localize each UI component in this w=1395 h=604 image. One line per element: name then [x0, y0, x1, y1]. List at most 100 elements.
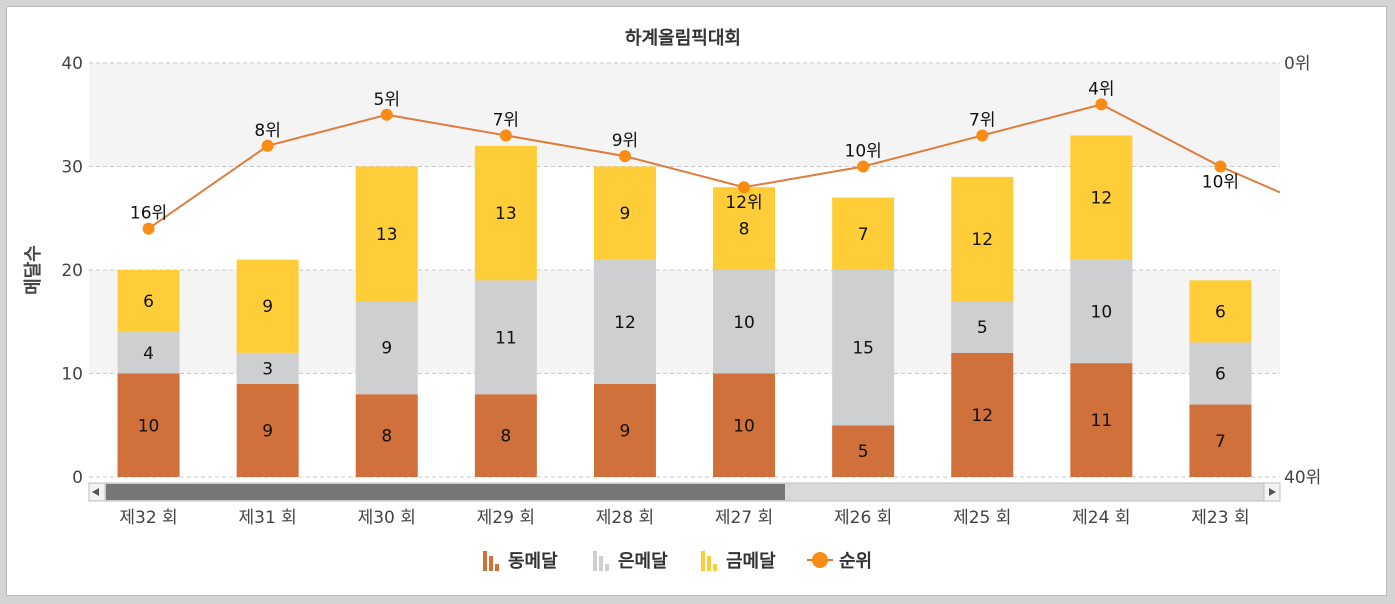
rank-label-5: 12위: [725, 193, 762, 213]
bar-label-1-0: 4: [143, 344, 154, 364]
legend-item-bronze[interactable]: 동메달: [483, 551, 558, 572]
bronze-bar-icon-2: [489, 556, 493, 571]
bar-0-8: [1070, 363, 1133, 477]
bar-label-1-8: 10: [1091, 302, 1113, 322]
bar-label-1-3: 11: [495, 328, 517, 348]
bar-0-4: [593, 383, 656, 477]
y2-tick-1: 40위: [1284, 468, 1321, 488]
legend-item-silver[interactable]: 은메달: [593, 551, 668, 572]
bar-label-1-2: 9: [381, 339, 392, 359]
bar-label-2-5: 8: [739, 220, 750, 240]
x-tick-8: 제24 회: [1072, 508, 1130, 528]
gold-bar-icon-3: [713, 564, 717, 571]
x-tick-2: 제30 회: [358, 508, 416, 528]
rank-marker-4: [618, 150, 631, 163]
bar-label-2-0: 6: [143, 292, 154, 312]
bar-label-1-7: 5: [977, 318, 988, 338]
bar-label-2-7: 12: [971, 230, 993, 250]
y2-ticks: 0위 40위: [1284, 54, 1321, 488]
legend-label-gold: 금메달: [726, 551, 776, 572]
bar-1-0: [117, 332, 180, 374]
legend-label-bronze: 동메달: [508, 551, 558, 572]
legend-item-gold[interactable]: 금메달: [701, 551, 776, 572]
rank-marker-9: [1214, 160, 1227, 173]
bar-1-3: [474, 280, 537, 395]
bar-0-6: [832, 425, 895, 477]
bar-label-1-5: 10: [733, 313, 755, 333]
gold-bar-icon-2: [707, 556, 711, 571]
x-tick-6: 제26 회: [834, 508, 892, 528]
bar-1-9: [1189, 342, 1252, 405]
bar-label-2-3: 13: [495, 204, 517, 224]
bar-2-1: [236, 259, 299, 353]
y-axis-label: 메달수: [23, 245, 44, 295]
x-tick-4: 제28 회: [596, 508, 654, 528]
bar-0-2: [355, 394, 418, 477]
bronze-bar-icon-3: [495, 564, 499, 571]
bar-0-1: [236, 383, 299, 477]
bar-label-0-6: 5: [858, 442, 869, 462]
rank-label-4: 9위: [612, 131, 638, 151]
bar-1-4: [593, 259, 656, 384]
y-tick-10: 10: [61, 365, 83, 385]
bar-labels: 10 4 6 9 3 9 8 9 13 8 11 13 9 12 9 10 10 8 5 15 7 12 5 12 11 10 12…: [138, 189, 1226, 463]
bar-label-0-7: 12: [971, 406, 993, 426]
bar-2-3: [474, 145, 537, 281]
bar-label-2-2: 13: [376, 225, 398, 245]
rank-marker-5: [738, 181, 751, 194]
rank-label-0: 16위: [130, 204, 167, 224]
bar-2-7: [951, 176, 1014, 302]
y2-tick-0: 0위: [1284, 54, 1310, 74]
bar-label-2-1: 9: [262, 297, 273, 317]
bar-1-6: [832, 270, 895, 426]
bar-2-8: [1070, 135, 1133, 260]
bar-label-0-4: 9: [620, 421, 631, 441]
chart-title: 하계올림픽대회: [625, 28, 741, 49]
rank-label-3: 7위: [493, 110, 519, 130]
bar-label-0-1: 9: [262, 421, 273, 441]
x-tick-5: 제27 회: [715, 508, 773, 528]
scroll-right-icon: [1269, 488, 1276, 496]
rank-label-6: 10위: [845, 142, 882, 162]
rank-label-9: 10위: [1202, 173, 1239, 193]
legend: 동메달 은메달 금메달 순위: [483, 551, 872, 572]
bar-2-2: [355, 166, 418, 302]
bar-label-2-8: 12: [1091, 189, 1113, 209]
rank-label-7: 7위: [969, 110, 995, 130]
chart-svg: 하계올림픽대회 메달수 0 10 20 30 40 0위 40위 10 4 6 9 3 9 8 9 13 8…: [23, 28, 1321, 572]
y-tick-20: 20: [61, 261, 83, 281]
bar-2-4: [593, 166, 656, 260]
bar-label-2-4: 9: [620, 204, 631, 224]
bar-label-0-8: 11: [1091, 411, 1113, 431]
bars: [117, 135, 1252, 477]
bronze-bar-icon: [483, 551, 487, 571]
silver-bar-icon: [593, 551, 597, 571]
bar-1-7: [951, 301, 1014, 353]
silver-bar-icon-3: [605, 564, 609, 571]
bar-label-1-1: 3: [262, 359, 273, 379]
y-tick-0: 0: [72, 468, 83, 488]
bar-0-9: [1189, 404, 1252, 477]
chart-frame: 하계올림픽대회 메달수 0 10 20 30 40 0위 40위 10 4 6 9 3 9 8 9 13 8…: [6, 6, 1387, 596]
rank-line: [142, 98, 1281, 235]
x-tick-7: 제25 회: [953, 508, 1011, 528]
rank-label-2: 5위: [374, 90, 400, 110]
rank-marker-6: [857, 160, 870, 173]
bar-0-5: [713, 373, 776, 477]
bar-label-0-2: 8: [381, 427, 392, 447]
bar-0-0: [117, 373, 180, 477]
scrollbar[interactable]: [88, 482, 1281, 502]
bar-label-2-9: 6: [1215, 302, 1226, 322]
rank-labels: 16위 8위 5위 7위 9위 12위 10위 7위 4위 10위: [130, 79, 1239, 223]
y-tick-40: 40: [61, 54, 83, 74]
rank-marker-8: [1095, 98, 1108, 111]
bar-label-0-0: 10: [138, 416, 160, 436]
legend-item-rank[interactable]: 순위: [807, 551, 872, 572]
bar-1-8: [1070, 259, 1133, 364]
bar-1-1: [236, 352, 299, 384]
gold-bar-icon: [701, 551, 705, 571]
legend-label-rank: 순위: [839, 551, 872, 572]
bar-2-5: [713, 187, 776, 270]
scroll-thumb[interactable]: [106, 484, 785, 500]
bar-2-0: [117, 270, 180, 333]
